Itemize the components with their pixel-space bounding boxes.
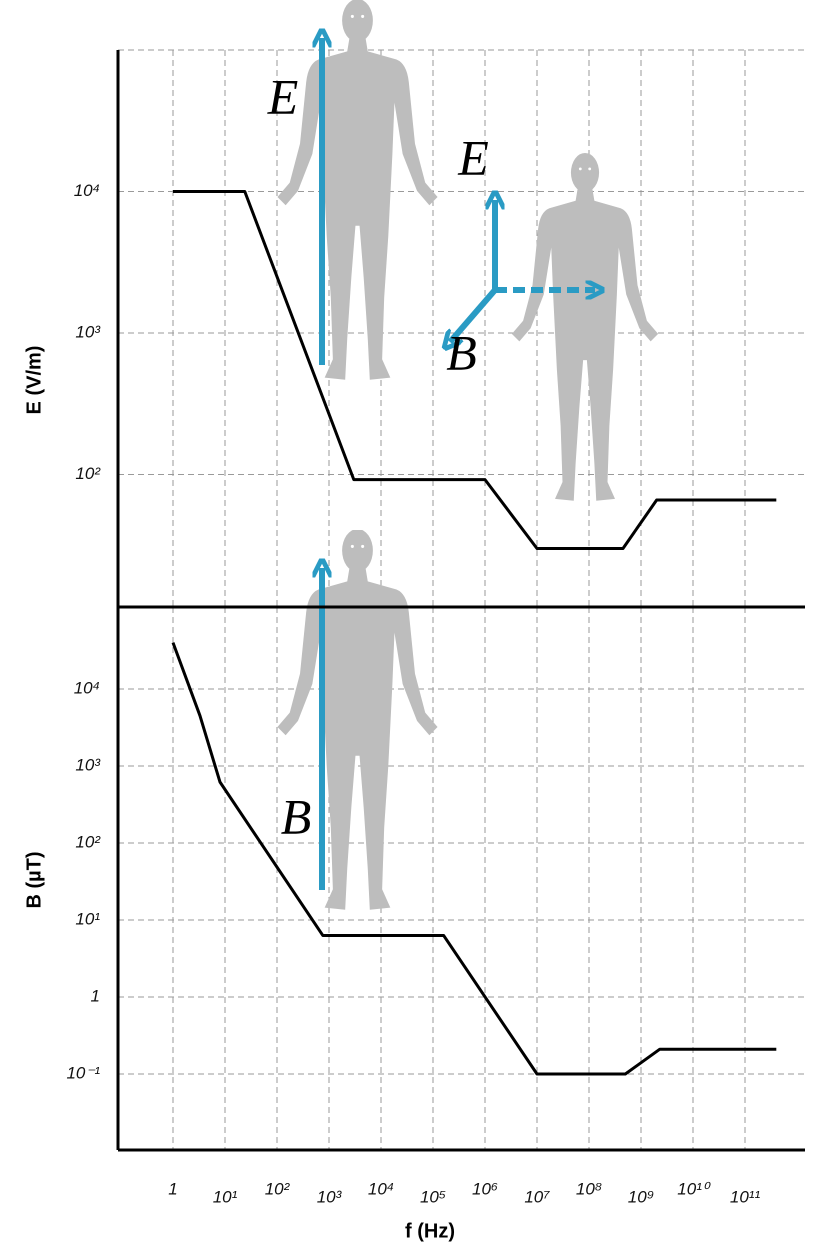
human-figure (277, 529, 437, 910)
plot: 10² 10³ 10⁴ E (V/m) E E⃗ B⃗ 10⁻¹ 1 10¹ 10² 10³ 10⁴ B … (23, 50, 805, 1242)
annotation: B (281, 788, 312, 844)
y-tick-label: 10⁻¹ (66, 1063, 100, 1082)
y-axis-label: E (V/m) (23, 346, 45, 415)
x-tick-label: 10⁴ (368, 1179, 394, 1198)
x-tick-label: 10⁷ (524, 1187, 550, 1206)
annotation: E (267, 68, 299, 124)
human-figure (512, 153, 658, 501)
x-tick-label: 10¹ (213, 1187, 238, 1206)
annotation: B⃗ (446, 324, 515, 380)
x-tick-label: 10¹⁰ (677, 1179, 711, 1198)
y-tick-label: 1 (91, 986, 100, 1005)
x-tick-label: 10⁸ (576, 1179, 602, 1198)
grid (118, 50, 805, 1150)
data-line (173, 643, 776, 1074)
y-tick-label: 10¹ (75, 909, 100, 928)
x-tick-label: 10⁶ (472, 1179, 498, 1198)
y-axis-label: B (µT) (23, 851, 45, 908)
y-tick-label: 10⁴ (74, 678, 100, 697)
y-tick-label: 10³ (75, 322, 101, 341)
x-tick-label: 1 (168, 1179, 177, 1198)
y-tick-label: 10² (75, 832, 101, 851)
x-tick-label: 10⁵ (420, 1187, 446, 1206)
x-axis-label: f (Hz) (405, 1220, 455, 1242)
x-tick-label: 10⁹ (628, 1187, 655, 1206)
chart: 10² 10³ 10⁴ E (V/m) E E⃗ B⃗ 10⁻¹ 1 10¹ 10² 10³ 10⁴ B … (0, 0, 815, 1250)
y-tick-label: 10³ (75, 755, 101, 774)
x-tick-label: 10¹¹ (730, 1187, 761, 1206)
annotation: E⃗ (457, 129, 527, 185)
x-tick-label: 10³ (317, 1187, 343, 1206)
human-figure (277, 0, 437, 380)
y-tick-label: 10⁴ (74, 181, 100, 200)
x-tick-label: 10² (265, 1179, 291, 1198)
y-tick-label: 10² (75, 464, 101, 483)
